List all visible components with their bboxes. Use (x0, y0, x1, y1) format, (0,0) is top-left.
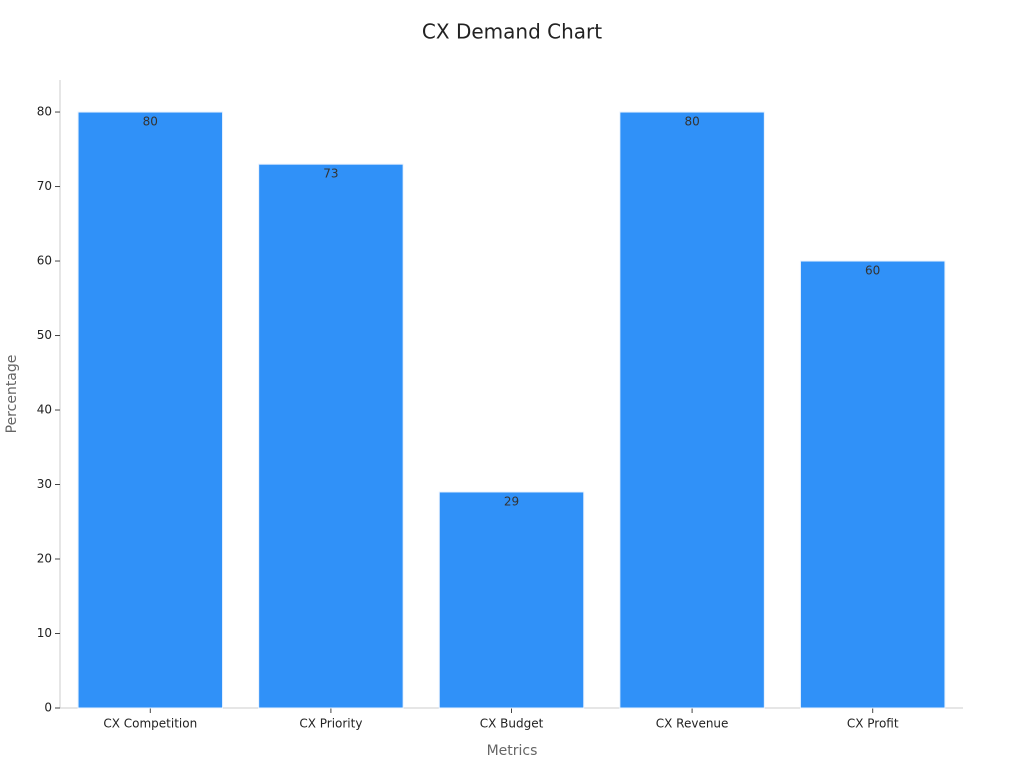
data-label: 80 (684, 115, 699, 129)
y-tick-label: 0 (44, 701, 52, 715)
bar (619, 111, 765, 709)
y-tick-label: 30 (37, 477, 52, 491)
data-label: 73 (323, 167, 338, 181)
data-label: 29 (504, 494, 519, 508)
x-tick-label: CX Revenue (656, 717, 729, 731)
x-tick-label: CX Competition (103, 717, 197, 731)
data-label: 80 (143, 115, 158, 129)
y-tick-label: 50 (37, 328, 52, 342)
chart-title: CX Demand Chart (422, 20, 602, 44)
x-tick-label: CX Budget (480, 717, 544, 731)
x-axis-label: Metrics (487, 743, 538, 759)
y-tick-label: 70 (37, 179, 52, 193)
x-tick-label: CX Priority (299, 717, 362, 731)
y-tick-label: 20 (37, 552, 52, 566)
y-axis-label: Percentage (4, 355, 20, 434)
data-label: 60 (865, 264, 880, 278)
y-tick-label: 80 (37, 105, 52, 119)
bar (438, 491, 585, 709)
bar (799, 260, 946, 709)
y-tick-label: 60 (37, 254, 52, 268)
x-tick-label: CX Profit (847, 717, 899, 731)
bar (77, 111, 224, 709)
y-tick-label: 10 (37, 626, 52, 640)
bar (258, 163, 404, 709)
y-tick-label: 40 (37, 403, 52, 417)
